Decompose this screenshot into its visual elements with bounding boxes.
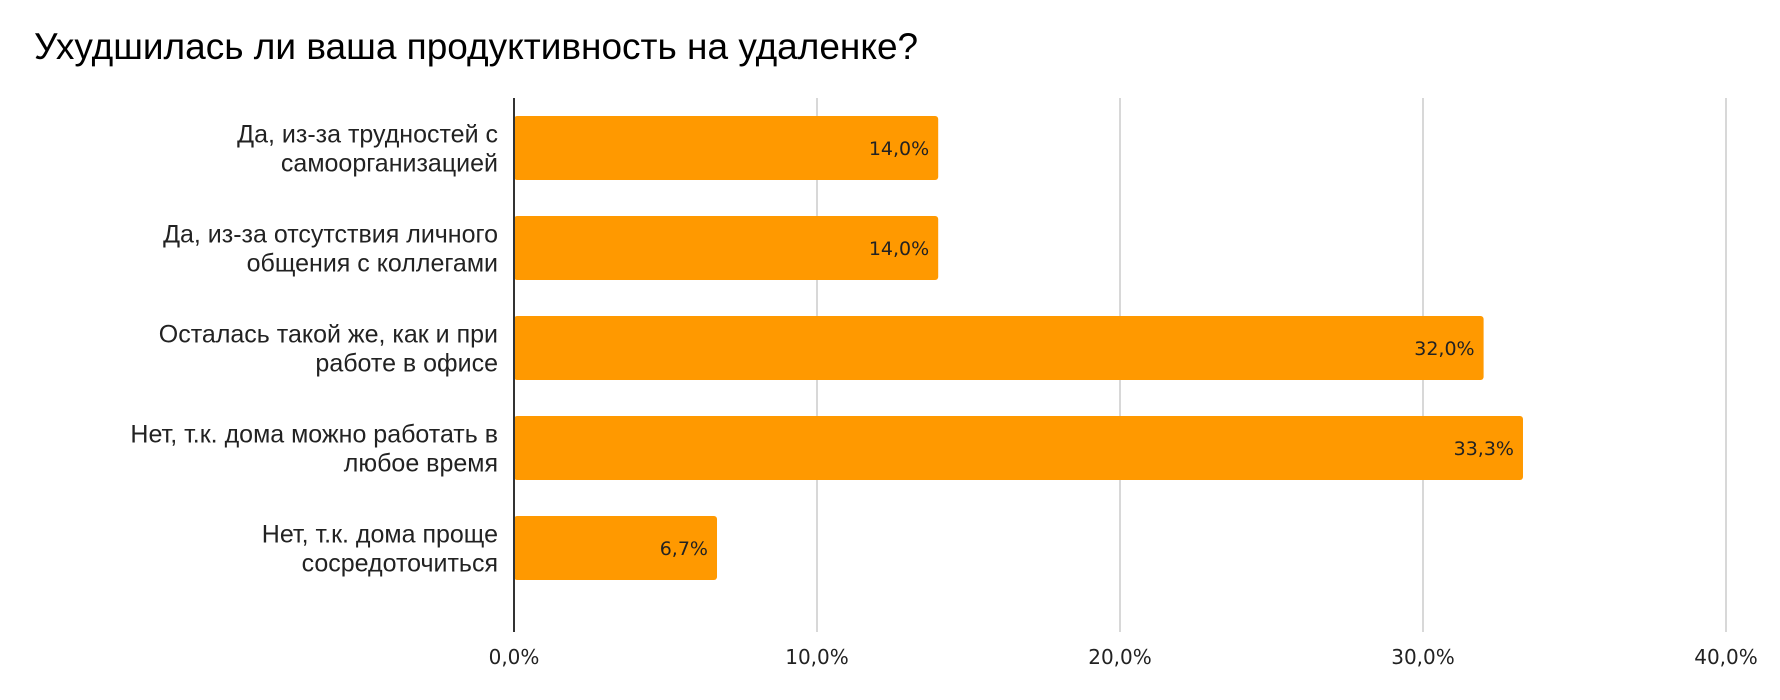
bars: 14,0% 14,0% 32,0% 33,3% 6,7%: [514, 116, 1523, 580]
bar-value-label: 14,0%: [869, 238, 929, 260]
category-label-line: любое время: [344, 450, 498, 478]
category-label-line: Да, из-за трудностей с: [237, 121, 498, 149]
category-label-line: Нет, т.к. дома проще: [262, 521, 498, 549]
category-label: Нет, т.к. дома проще сосредоточиться: [262, 521, 498, 578]
category-label: Нет, т.к. дома можно работать в любое вре…: [130, 421, 498, 478]
x-tick-label: 10,0%: [785, 645, 849, 669]
bar-value-label: 14,0%: [869, 138, 929, 160]
bar-value-label: 33,3%: [1454, 438, 1514, 460]
category-label-line: работе в офисе: [315, 350, 498, 378]
x-tick-label: 20,0%: [1088, 645, 1152, 669]
chart-title: Ухудшилась ли ваша продуктивность на уда…: [34, 26, 919, 67]
bar-value-label: 6,7%: [660, 538, 708, 560]
category-label-line: Нет, т.к. дома можно работать в: [130, 421, 498, 449]
x-tick-label: 30,0%: [1391, 645, 1455, 669]
bar: [514, 116, 939, 180]
category-label-line: Осталась такой же, как и при: [159, 321, 498, 349]
category-label: Да, из-за отсутствия личного общения с ко…: [163, 221, 498, 278]
bar: [514, 216, 939, 280]
bar-value-label: 32,0%: [1414, 338, 1474, 360]
category-label: Да, из-за трудностей с самоорганизацией: [237, 121, 498, 178]
category-label-line: самоорганизацией: [281, 150, 498, 178]
category-label-line: сосредоточиться: [302, 550, 498, 578]
category-labels: Да, из-за трудностей с самоорганизациейДа…: [130, 121, 498, 578]
bar: [514, 316, 1484, 380]
x-tick-label: 0,0%: [489, 645, 540, 669]
bar: [514, 416, 1523, 480]
bar: [514, 516, 718, 580]
category-label-line: общения с коллегами: [247, 250, 498, 278]
x-axis-tick-labels: 0,0% 10,0% 20,0% 30,0% 40,0%: [489, 645, 1758, 669]
x-tick-label: 40,0%: [1694, 645, 1758, 669]
category-label: Осталась такой же, как и при работе в офи…: [159, 321, 498, 378]
category-label-line: Да, из-за отсутствия личного: [163, 221, 498, 249]
